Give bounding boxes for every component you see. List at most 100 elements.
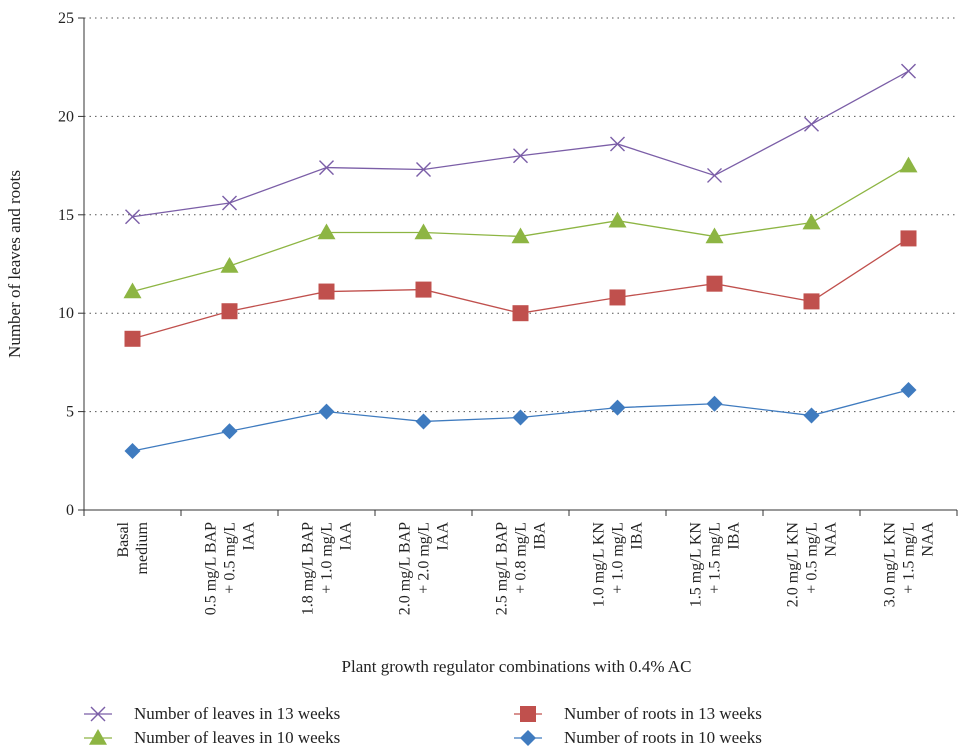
data-point-x-marker bbox=[222, 195, 237, 211]
data-point-triangle-marker bbox=[220, 256, 239, 273]
x-marker-stroke bbox=[901, 63, 916, 79]
series-diamond bbox=[124, 381, 917, 459]
x-tick-label: Basal bbox=[115, 521, 132, 557]
series-x bbox=[125, 63, 916, 225]
data-point-square-marker bbox=[609, 289, 626, 306]
x-tick-label: + 1.0 mg/L bbox=[610, 522, 627, 594]
y-tick-label: 0 bbox=[66, 502, 74, 519]
data-point-triangle-marker bbox=[317, 223, 336, 240]
data-point-diamond-marker bbox=[520, 730, 536, 746]
x-tick-label: IAA bbox=[241, 522, 258, 551]
data-point-x-marker bbox=[804, 116, 819, 132]
y-tick-label: 15 bbox=[58, 207, 74, 224]
y-tick-label: 25 bbox=[58, 10, 74, 27]
legend-item: Number of roots in 13 weeks bbox=[514, 704, 762, 723]
x-tick-label: IAA bbox=[435, 522, 452, 551]
x-marker-stroke bbox=[513, 148, 528, 164]
data-point-square-marker bbox=[221, 303, 238, 320]
x-tick-label: + 0.5 mg/L bbox=[804, 522, 821, 594]
data-point-square-marker bbox=[415, 281, 432, 298]
data-point-x-marker bbox=[319, 160, 334, 176]
data-point-triangle-marker bbox=[705, 227, 724, 244]
legend-item: Number of roots in 10 weeks bbox=[514, 728, 762, 747]
series-line bbox=[132, 237, 909, 340]
data-point-diamond-marker bbox=[900, 381, 917, 398]
x-marker-stroke bbox=[125, 209, 140, 225]
x-tick-label: + 1.0 mg/L bbox=[319, 522, 336, 594]
x-marker-stroke bbox=[222, 195, 237, 211]
legend-label: Number of leaves in 13 weeks bbox=[134, 704, 340, 723]
x-tick-label: IAA bbox=[338, 522, 355, 551]
data-point-diamond-marker bbox=[512, 409, 529, 426]
x-tick-label: IBA bbox=[629, 522, 646, 550]
data-point-diamond-marker bbox=[124, 442, 141, 459]
x-marker-stroke bbox=[90, 706, 106, 722]
data-point-triangle-marker bbox=[802, 213, 821, 230]
legend-label: Number of roots in 10 weeks bbox=[564, 728, 762, 747]
series-square bbox=[124, 230, 917, 347]
x-tick-label: + 0.8 mg/L bbox=[513, 522, 530, 594]
x-tick-label: + 2.0 mg/L bbox=[416, 522, 433, 594]
data-point-square-marker bbox=[706, 275, 723, 292]
data-point-diamond-marker bbox=[318, 403, 335, 420]
data-point-x-marker bbox=[90, 706, 106, 722]
data-point-triangle-marker bbox=[123, 282, 142, 299]
x-tick-label: 1.0 mg/L KN bbox=[591, 522, 608, 608]
y-tick-label: 20 bbox=[58, 108, 74, 125]
x-tick-label: NAA bbox=[823, 522, 840, 557]
x-marker-stroke bbox=[416, 162, 431, 178]
data-point-diamond-marker bbox=[706, 395, 723, 412]
legend-item: Number of leaves in 10 weeks bbox=[84, 728, 340, 747]
axes bbox=[78, 17, 958, 516]
x-tick-label: 1.5 mg/L KN bbox=[688, 522, 705, 608]
x-tick-label: 2.5 mg/L BAP bbox=[494, 522, 511, 615]
x-axis-title: Plant growth regulator combinations with… bbox=[342, 657, 692, 676]
data-point-square-marker bbox=[520, 706, 536, 722]
data-point-triangle-marker bbox=[511, 227, 530, 244]
data-point-triangle-marker bbox=[608, 211, 627, 228]
y-axis-title: Number of leaves and roots bbox=[5, 170, 24, 358]
x-marker-stroke bbox=[319, 160, 334, 176]
legend-item: Number of leaves in 13 weeks bbox=[84, 704, 340, 723]
data-point-triangle-marker bbox=[89, 729, 107, 745]
x-tick-label: IBA bbox=[532, 522, 549, 550]
data-point-x-marker bbox=[901, 63, 916, 79]
series-layer bbox=[123, 63, 918, 459]
x-tick-label: 0.5 mg/L BAP bbox=[203, 522, 220, 615]
data-point-x-marker bbox=[125, 209, 140, 225]
data-point-diamond-marker bbox=[221, 423, 238, 440]
data-point-square-marker bbox=[512, 305, 529, 322]
data-point-x-marker bbox=[610, 136, 625, 152]
y-tick-label: 5 bbox=[66, 404, 74, 421]
data-point-square-marker bbox=[124, 330, 141, 347]
x-marker-stroke bbox=[707, 167, 722, 183]
x-tick-label: medium bbox=[134, 521, 151, 574]
x-tick-label: NAA bbox=[920, 522, 937, 557]
data-point-triangle-marker bbox=[414, 223, 433, 240]
x-tick-label: + 0.5 mg/L bbox=[222, 522, 239, 594]
x-tick-label: IBA bbox=[726, 522, 743, 550]
x-tick-label: + 1.5 mg/L bbox=[901, 522, 918, 594]
series-triangle bbox=[123, 156, 918, 299]
data-point-diamond-marker bbox=[415, 413, 432, 430]
data-point-diamond-marker bbox=[609, 399, 626, 416]
data-point-triangle-marker bbox=[899, 156, 918, 173]
data-point-square-marker bbox=[900, 230, 917, 247]
data-point-x-marker bbox=[416, 162, 431, 178]
x-tick-label: + 1.5 mg/L bbox=[707, 522, 724, 594]
x-tick-label: 1.8 mg/L BAP bbox=[300, 522, 317, 615]
y-tick-label: 10 bbox=[58, 305, 74, 322]
x-marker-stroke bbox=[610, 136, 625, 152]
data-point-x-marker bbox=[707, 167, 722, 183]
series-line bbox=[132, 70, 909, 218]
legend-label: Number of leaves in 10 weeks bbox=[134, 728, 340, 747]
data-point-square-marker bbox=[318, 283, 335, 300]
x-tick-label: 2.0 mg/L BAP bbox=[397, 522, 414, 615]
legend: Number of leaves in 13 weeks Number of ro… bbox=[84, 704, 762, 747]
x-tick-label: 3.0 mg/L KN bbox=[882, 522, 899, 608]
data-point-x-marker bbox=[513, 148, 528, 164]
x-tick-label: 2.0 mg/L KN bbox=[785, 522, 802, 608]
x-marker-stroke bbox=[804, 116, 819, 132]
